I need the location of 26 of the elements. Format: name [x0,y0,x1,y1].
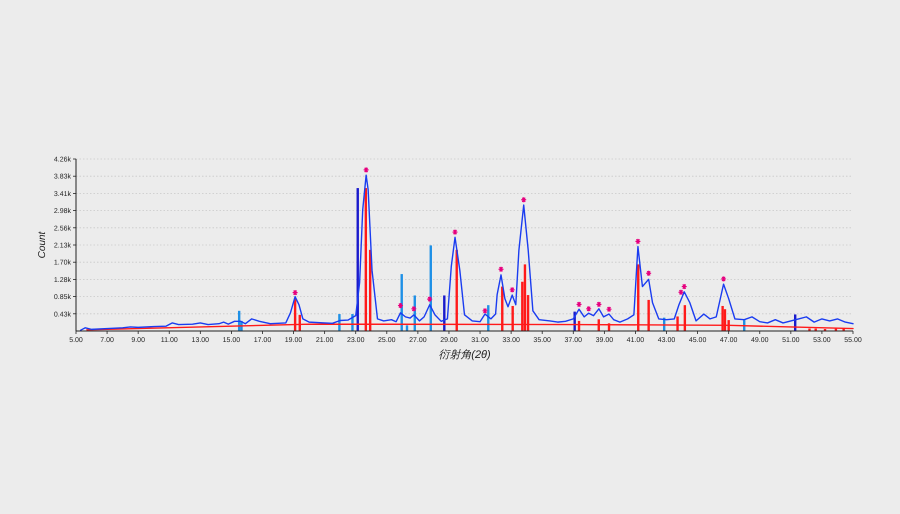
y-axis-title: Count [37,230,48,258]
bar [443,295,446,331]
point [452,229,458,235]
point [427,296,432,302]
point [498,266,504,272]
point [576,302,582,307]
point [482,308,488,314]
point [292,290,298,296]
point [678,290,684,295]
point [720,276,726,282]
point [411,306,416,312]
point [606,306,612,312]
bar [356,188,359,331]
x-axis-title: 衍射角(2θ) [438,348,492,361]
line-series [80,174,854,331]
point [635,238,641,244]
point [398,302,404,308]
point [510,287,515,292]
point [596,302,602,307]
point [586,306,592,312]
point [682,284,687,290]
point [646,270,652,276]
point [521,197,526,202]
point [364,167,369,172]
bar [430,245,432,331]
bar [400,274,403,331]
